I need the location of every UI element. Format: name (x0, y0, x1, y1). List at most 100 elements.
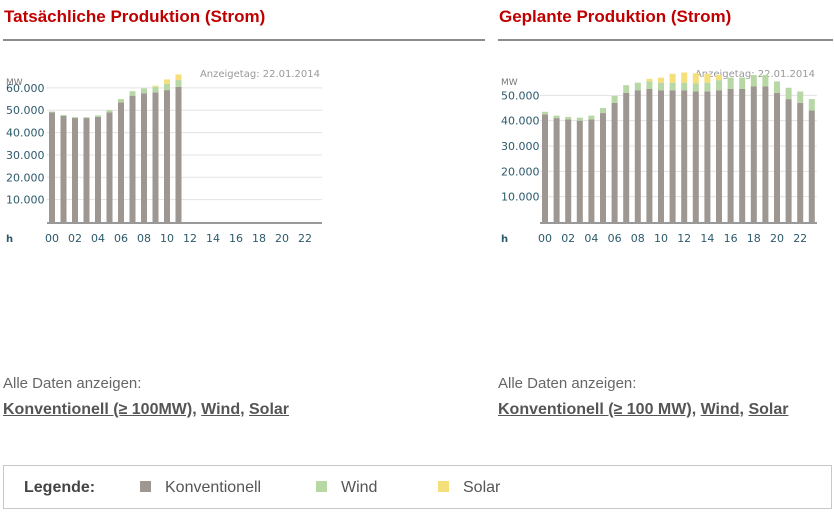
x-tick-label: 10 (654, 232, 668, 245)
y-tick-label: 60.000 (6, 82, 45, 95)
bar-wind (623, 85, 630, 93)
bar-wind (175, 80, 182, 87)
bar-konventionell (129, 95, 136, 222)
bar-solar (646, 78, 653, 82)
bar-konventionell (118, 102, 124, 222)
y-tick-label: 50.000 (6, 104, 45, 117)
x-tick-label: 14 (206, 232, 220, 245)
panel-title: Geplante Produktion (Strom) (499, 7, 732, 26)
x-tick-label: 12 (183, 232, 197, 245)
bar-konventionell (49, 112, 55, 222)
bar-wind (681, 82, 688, 91)
title-divider (498, 39, 833, 41)
x-tick-label: 06 (114, 232, 128, 245)
y-axis-unit: MW (6, 78, 23, 88)
bar-konventionell (175, 86, 182, 222)
bar-wind (60, 114, 67, 116)
link-konventionell[interactable]: Konventionell (≥ 100MW) (3, 401, 193, 418)
bar-konventionell (716, 90, 722, 222)
bar-wind (95, 115, 101, 117)
bar-konventionell (72, 118, 78, 222)
bar-konventionell (808, 110, 815, 222)
bar-konventionell (681, 90, 688, 222)
actual-production-chart: 10.000 20.000 30.000 40.000 50.000 60.000 Anze… (6, 69, 322, 245)
y-tick-label: 50.000 (501, 89, 540, 102)
legend-swatch-solar (438, 481, 449, 492)
bar-wind (716, 80, 722, 91)
date-annotation: Anzeigetag: 22.01.2014 (695, 69, 815, 80)
bar-solar (692, 73, 699, 84)
bar-konventionell (785, 99, 792, 222)
y-tick-label: 20.000 (6, 171, 45, 184)
bar-wind (611, 95, 618, 103)
x-tick-label: 20 (770, 232, 784, 245)
bar-wind (658, 82, 664, 91)
actual-production-panel: Tatsächliche Produktion (Strom) 10.000 20… (0, 0, 486, 440)
bar-wind (129, 91, 136, 96)
y-tick-label: 40.000 (6, 127, 45, 140)
bar-wind (785, 87, 792, 100)
bar-wind (762, 75, 769, 87)
bar-wind (72, 117, 78, 119)
bar-solar (152, 85, 159, 87)
bar-wind (797, 91, 804, 103)
x-tick-label: 20 (275, 232, 289, 245)
legend-item-konventionell: Konventionell (140, 479, 261, 497)
x-tick-label: 00 (538, 232, 552, 245)
bar-konventionell (611, 102, 618, 222)
bar-konventionell (658, 90, 664, 222)
bar-konventionell (588, 119, 595, 222)
link-solar[interactable]: Solar (249, 401, 290, 418)
bar-konventionell (576, 120, 583, 222)
bar-konventionell (141, 93, 147, 223)
bar-wind (808, 99, 815, 111)
bar-wind (704, 82, 711, 92)
title-divider (3, 39, 485, 41)
bar-konventionell (83, 118, 90, 222)
link-solar[interactable]: Solar (748, 401, 789, 418)
link-separator: , (192, 401, 197, 418)
link-separator: , (691, 401, 697, 418)
bar-solar (164, 79, 170, 84)
bar-konventionell (797, 102, 804, 222)
bar-wind (774, 81, 780, 93)
legend-item-wind: Wind (316, 479, 377, 497)
bar-konventionell (553, 118, 560, 222)
link-wind[interactable]: Wind (700, 401, 740, 418)
bar-wind (553, 115, 560, 119)
legend-label: Konventionell (165, 479, 262, 496)
x-tick-label: 04 (584, 232, 598, 245)
bar-wind (152, 86, 159, 93)
bar-konventionell (750, 86, 757, 222)
bar-konventionell (634, 90, 641, 222)
bar-konventionell (60, 115, 67, 222)
link-konventionell[interactable]: Konventionell (≥ 100 MW) (498, 401, 692, 418)
data-links: Konventionell (≥ 100 MW), Wind, Solar (498, 401, 788, 419)
panel-title: Tatsächliche Produktion (Strom) (4, 7, 266, 26)
bar-wind (576, 117, 583, 121)
bar-konventionell (646, 89, 653, 222)
bar-konventionell (152, 92, 159, 222)
bar-wind (588, 115, 595, 120)
x-tick-label: 14 (700, 232, 714, 245)
x-tick-label: 16 (229, 232, 243, 245)
bar-konventionell (542, 114, 548, 222)
bar-wind (646, 81, 653, 89)
bar-konventionell (95, 116, 101, 222)
link-wind[interactable]: Wind (201, 401, 241, 418)
x-tick-label: 22 (298, 232, 312, 245)
legend-label: Wind (341, 479, 378, 496)
bar-wind (692, 83, 699, 92)
legend: Legende: Konventionell Wind Solar (3, 465, 832, 509)
y-tick-label: 20.000 (501, 165, 540, 178)
bar-solar (681, 72, 688, 83)
x-axis-unit: h (6, 234, 13, 245)
y-tick-label: 40.000 (501, 115, 540, 128)
bar-wind (164, 83, 170, 91)
legend-swatch-konventionell (140, 481, 151, 492)
bar-solar (175, 74, 182, 81)
x-tick-label: 08 (137, 232, 151, 245)
bar-wind (739, 77, 746, 89)
x-tick-label: 16 (724, 232, 738, 245)
link-separator: , (240, 401, 245, 418)
